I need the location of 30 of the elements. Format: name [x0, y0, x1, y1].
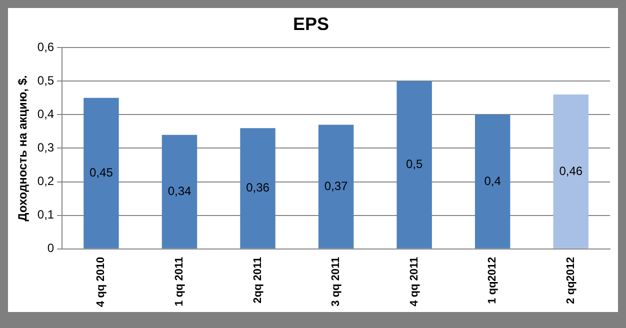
x-tick-label: 4 qq 2010	[95, 256, 108, 307]
bar	[318, 124, 354, 248]
y-axis-title: Доходность на акцию, $.	[16, 75, 30, 222]
y-tick-label: 0	[47, 241, 54, 256]
bar	[84, 98, 119, 248]
y-tick-label: 0,6	[37, 40, 54, 54]
x-tick-label: 1 qq2012	[486, 256, 499, 304]
bar	[162, 134, 198, 248]
x-tick-label: 2 qq2012	[564, 256, 577, 304]
x-tick-label: 1 qq 2011	[174, 256, 186, 306]
y-tick-label: 0,5	[37, 73, 54, 88]
bar	[396, 81, 432, 248]
y-tick-label: 0,1	[37, 208, 54, 222]
bar	[474, 114, 510, 248]
bar	[240, 128, 276, 248]
y-tick-label: 0,3	[37, 140, 54, 155]
data-label: 0,4	[484, 174, 502, 188]
y-tick-label: 0,2	[37, 174, 54, 188]
chart-title: EPS	[292, 14, 330, 34]
data-label: 0,45	[90, 165, 114, 180]
data-label: 0,34	[168, 184, 192, 198]
bar	[553, 94, 588, 248]
x-tick-label: 2qq 2011	[252, 256, 264, 304]
x-tick-label: 4 qq 2011	[408, 256, 420, 306]
data-label: 0,46	[559, 164, 583, 178]
data-label: 0,5	[406, 157, 423, 172]
y-tick-label: 0,4	[37, 107, 54, 121]
x-tick-label: 3 qq 2011	[330, 256, 342, 306]
data-label: 0,36	[246, 180, 270, 195]
data-label: 0,37	[324, 178, 348, 193]
